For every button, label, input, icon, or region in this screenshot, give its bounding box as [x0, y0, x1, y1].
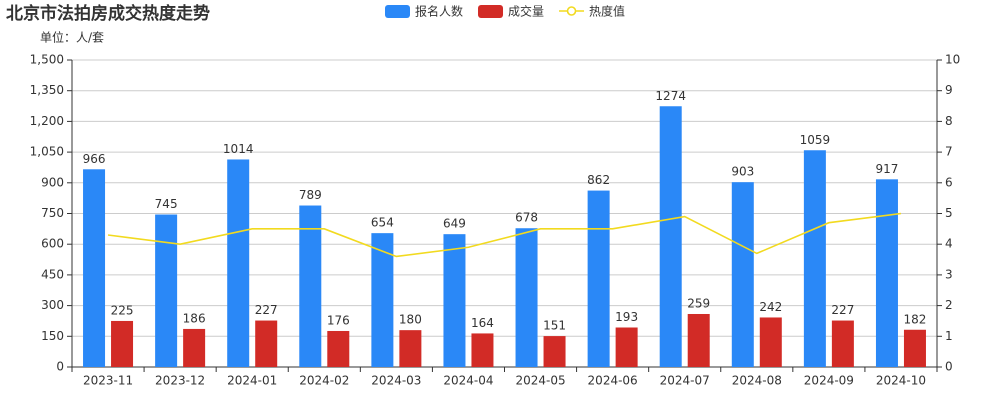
y2-tick-label: 8	[945, 114, 953, 128]
x-tick-label: 2024-07	[660, 374, 710, 388]
bar	[803, 150, 826, 367]
legend-label: 报名人数	[415, 4, 463, 19]
y2-tick-label: 10	[945, 53, 960, 67]
y2-tick-label: 5	[945, 206, 953, 220]
data-label: 186	[183, 311, 206, 325]
y-tick-label: 150	[41, 329, 64, 343]
bar	[587, 190, 610, 367]
y2-tick-label: 7	[945, 145, 953, 159]
bar	[687, 313, 710, 367]
y2-tick-label: 0	[945, 360, 953, 374]
data-label: 227	[255, 303, 278, 317]
bar	[543, 336, 566, 367]
y-tick-label: 1,350	[30, 83, 64, 97]
bar	[903, 329, 926, 367]
y-tick-label: 0	[56, 360, 64, 374]
line	[107, 212, 902, 258]
legend-swatch	[385, 5, 410, 18]
legend-label: 成交量	[508, 4, 544, 19]
x-tick-label: 2024-06	[588, 374, 638, 388]
x-tick-label: 2024-09	[804, 374, 854, 388]
bar	[615, 327, 638, 367]
x-tick-label: 2024-03	[371, 374, 421, 388]
bar	[111, 320, 134, 367]
chart-title: 北京市法拍房成交热度走势	[6, 3, 210, 24]
data-label: 193	[615, 310, 638, 324]
data-label: 182	[904, 312, 927, 326]
bar	[83, 169, 106, 367]
y2-tick-label: 4	[945, 237, 953, 251]
data-label: 678	[515, 211, 538, 225]
x-tick-label: 2023-11	[83, 374, 133, 388]
bar	[831, 320, 854, 367]
x-tick-label: 2023-12	[155, 374, 205, 388]
data-label: 649	[443, 217, 466, 231]
data-label: 225	[111, 303, 134, 317]
bar	[759, 317, 782, 367]
y2-tick-label: 3	[945, 267, 953, 281]
data-label: 1014	[223, 142, 254, 156]
x-tick-label: 2024-05	[515, 374, 565, 388]
data-label: 176	[327, 313, 350, 327]
bar	[371, 233, 394, 367]
y-tick-label: 900	[41, 175, 64, 189]
y-tick-label: 600	[41, 237, 64, 251]
y2-tick-label: 1	[945, 329, 953, 343]
data-label: 654	[371, 216, 394, 230]
y-tick-label: 300	[41, 298, 64, 312]
bar	[443, 234, 466, 367]
legend-marker	[566, 6, 577, 16]
data-label: 1274	[655, 89, 686, 103]
data-label: 1059	[800, 133, 831, 147]
bar	[227, 159, 250, 367]
data-label: 789	[299, 188, 322, 202]
data-label: 242	[759, 300, 782, 314]
bar	[875, 179, 898, 367]
y-tick-label: 1,200	[30, 114, 64, 128]
data-label: 259	[687, 296, 710, 310]
y-tick-label: 750	[41, 206, 64, 220]
data-label: 151	[543, 319, 566, 333]
x-tick-label: 2024-04	[443, 374, 493, 388]
y2-tick-label: 9	[945, 83, 953, 97]
bar	[659, 106, 682, 367]
legend-swatch	[478, 5, 504, 18]
x-tick-label: 2024-01	[227, 374, 277, 388]
bar	[515, 228, 538, 367]
x-tick-label: 2024-08	[732, 374, 782, 388]
bar	[327, 330, 350, 367]
bar	[299, 205, 322, 367]
data-label: 862	[587, 173, 610, 187]
bar	[255, 320, 278, 367]
data-label: 917	[876, 162, 899, 176]
bar	[471, 333, 494, 367]
data-label: 966	[83, 152, 106, 166]
x-tick-label: 2024-10	[876, 374, 926, 388]
legend-label: 热度值	[589, 4, 625, 19]
bar	[399, 330, 422, 367]
bar	[731, 182, 754, 367]
bar	[155, 214, 178, 367]
bar	[183, 328, 206, 367]
y-tick-label: 1,050	[30, 145, 64, 159]
data-label: 164	[471, 316, 494, 330]
y2-tick-label: 6	[945, 175, 953, 189]
data-label: 903	[731, 165, 754, 179]
y-tick-label: 450	[41, 267, 64, 281]
x-tick-label: 2024-02	[299, 374, 349, 388]
y-tick-label: 1,500	[30, 53, 64, 67]
chart-subtitle: 单位：人/套	[40, 30, 104, 45]
data-label: 180	[399, 313, 422, 327]
data-label: 227	[831, 303, 854, 317]
y2-tick-label: 2	[945, 298, 953, 312]
data-label: 745	[155, 197, 178, 211]
